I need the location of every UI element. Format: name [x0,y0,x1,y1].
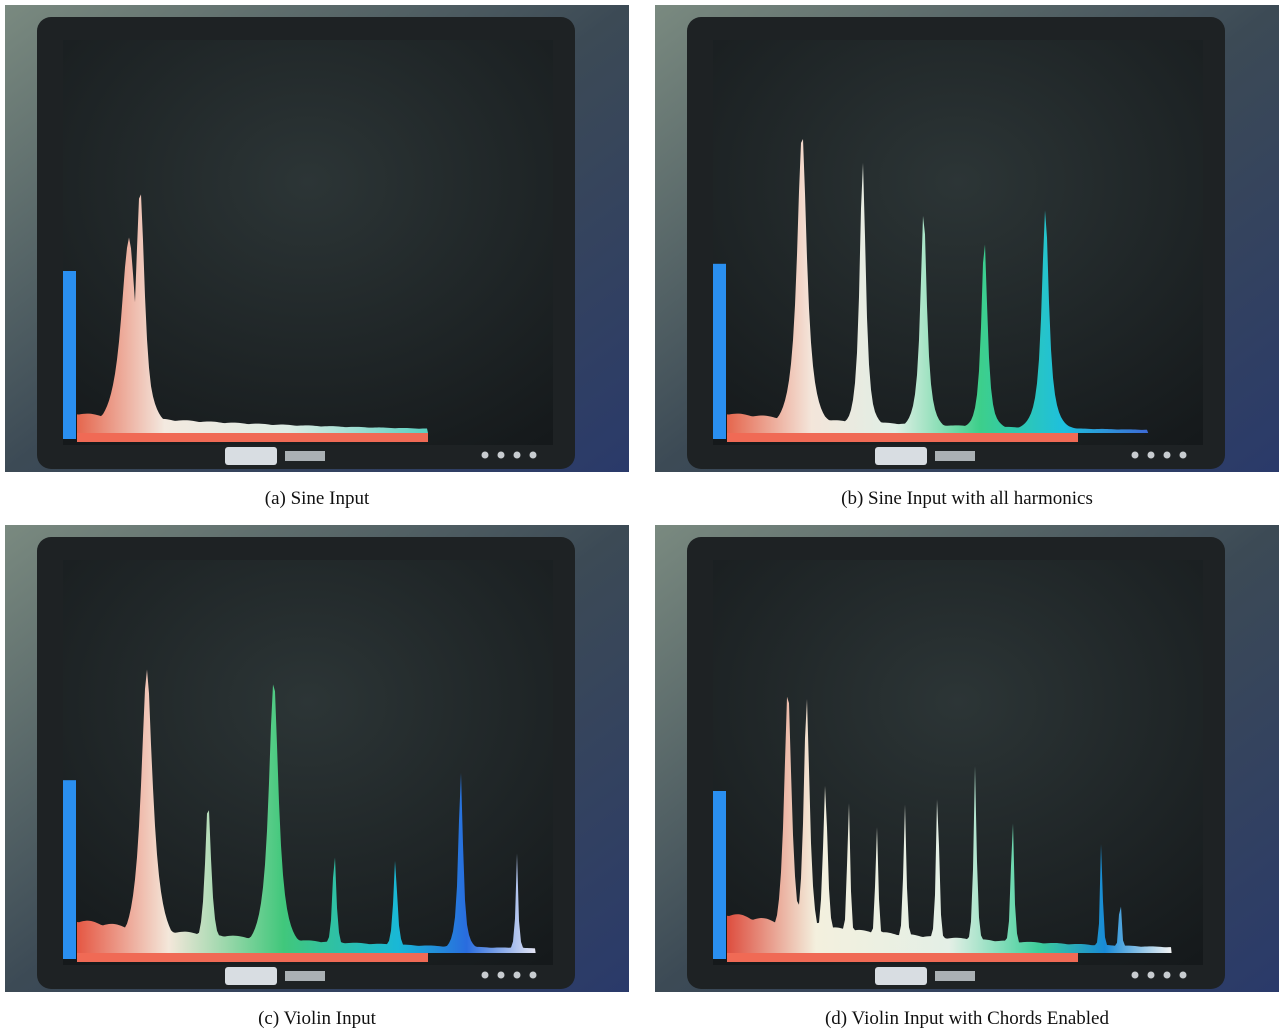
base-bar [77,433,428,442]
monitor-button [529,451,537,459]
monitor-button [1147,451,1155,459]
monitor-button [1179,971,1187,979]
base-bar [727,953,1078,962]
monitor-button [529,971,537,979]
monitor-screen [713,40,1203,445]
monitor-button [1131,451,1139,459]
monitor-logo-plate [875,967,927,985]
monitor-button [1147,971,1155,979]
level-bar [63,780,76,959]
photo [5,5,629,472]
monitor-button [1131,971,1139,979]
monitor-button [497,451,505,459]
caption: (c) Violin Input [258,1008,376,1029]
level-bar [63,271,76,439]
monitor-logo-plate [875,447,927,465]
monitor-logo [285,451,325,461]
monitor-logo [935,971,975,981]
monitor-logo [935,451,975,461]
caption: (a) Sine Input [265,488,370,509]
spectrum [77,194,428,433]
photo [655,5,1279,472]
monitor-button [513,451,521,459]
monitor-button [481,971,489,979]
monitor-logo-plate [225,447,277,465]
monitor-button [513,971,521,979]
monitor-button [1163,971,1171,979]
base-bar [77,953,428,962]
monitor-logo-plate [225,967,277,985]
photo [655,525,1279,992]
photo [5,525,629,992]
spectrum [727,696,1172,953]
level-bar [713,791,726,959]
caption: (b) Sine Input with all harmonics [841,488,1093,509]
monitor-button [497,971,505,979]
monitor-button [1179,451,1187,459]
level-bar [713,263,726,439]
monitor-button [1163,451,1171,459]
base-bar [727,433,1078,442]
caption: (d) Violin Input with Chords Enabled [825,1008,1110,1029]
monitor-button [481,451,489,459]
monitor-logo [285,971,325,981]
spectrum [727,138,1149,433]
